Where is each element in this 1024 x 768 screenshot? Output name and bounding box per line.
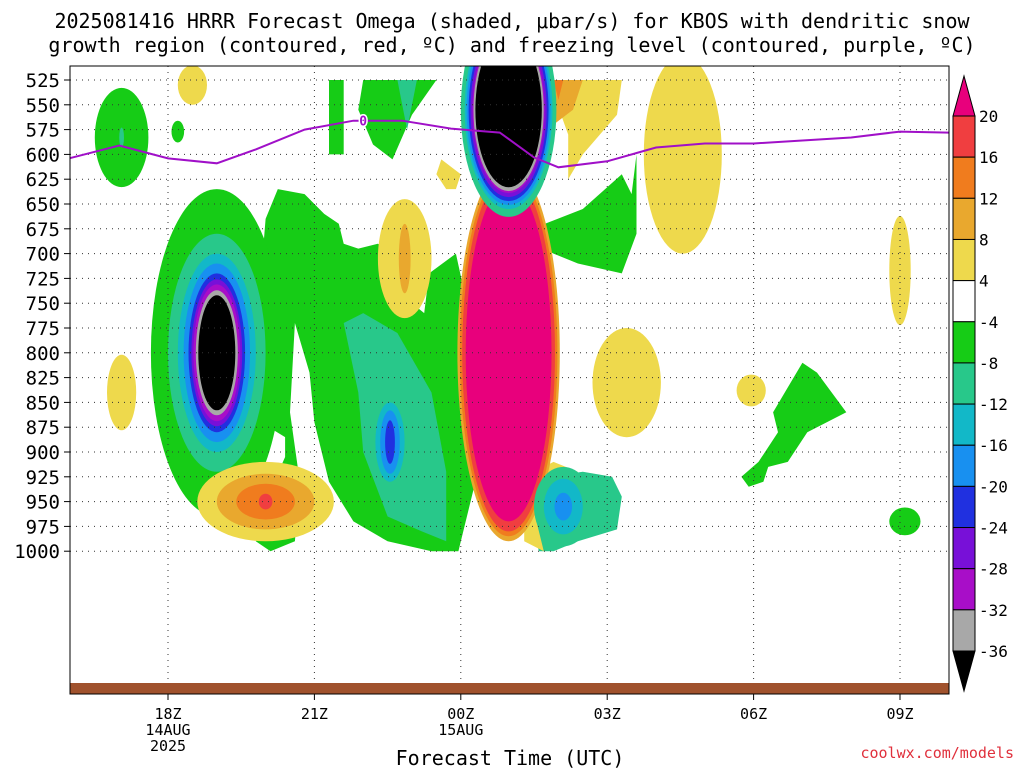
omega-contour-level [385,420,395,464]
x-axis-title: Forecast Time (UTC) [396,746,625,768]
x-tick-label: 2025 [150,737,186,755]
omega-region [436,159,461,190]
colorbar-label: -8 [979,354,998,373]
colorbar-bin [952,568,976,611]
colorbar-legend: 20 16 12 8 4 -4 -8 -12 -16 -20 -24 -28 -32 -36 [952,74,1008,693]
colorbar-bin [952,444,976,487]
y-tick-label: 600 [26,144,60,166]
plot-frame [69,65,950,695]
colorbar-label: -16 [979,436,1008,455]
colorbar-bin-bottom [952,650,976,693]
colorbar-bin [952,321,976,364]
y-tick-label: 525 [26,70,60,92]
x-tick-label: 21Z [301,705,328,723]
colorbar-label: 16 [979,148,998,167]
y-tick-label: 675 [26,219,60,241]
omega-contour-level [177,66,207,105]
chart-title-line-2: growth region (contoured, red, ºC) and f… [48,33,976,57]
watermark-link[interactable]: coolwx.com/models [860,744,1014,762]
y-tick-label: 575 [26,120,60,142]
y-tick-label: 700 [26,244,60,266]
x-tick-label: 09Z [886,705,913,723]
omega-contour-level [119,127,124,148]
y-tick-label: 900 [26,442,60,464]
colorbar-label: -4 [979,313,998,332]
omega-region [329,80,344,155]
colorbar-label: -24 [979,519,1008,538]
colorbar-label: -28 [979,560,1008,579]
freezing-level-contour: 0 [70,113,949,169]
y-tick-label: 1000 [14,541,60,563]
colorbar-label: 4 [979,272,989,291]
colorbar-bin [952,238,976,282]
freezing-level-label: 0 [359,115,367,130]
omega-contour-level [592,328,661,438]
colorbar-bin [952,362,976,405]
y-tick-label: 975 [26,516,60,538]
colorbar-label: -20 [979,477,1008,496]
y-tick-label: 750 [26,293,60,315]
x-tick-label: 00Z [447,705,474,723]
terrain-ground-strip [70,683,949,694]
colorbar-label: -12 [979,395,1008,414]
x-tick-label: 06Z [740,705,767,723]
colorbar-bin [952,197,976,240]
colorbar-bin [952,280,976,323]
y-tick-label: 850 [26,392,60,414]
omega-contour-level [554,492,573,521]
y-tick-label: 800 [26,343,60,365]
y-tick-label: 875 [26,417,60,439]
y-tick-label: 950 [26,492,60,514]
omega-region [553,80,564,100]
colorbar-bin-top [952,74,976,117]
y-tick-label: 925 [26,467,60,489]
colorbar-bin [952,609,976,652]
colorbar-label: -32 [979,601,1008,620]
x-tick-label: 15AUG [438,721,483,739]
y-tick-label: 775 [26,318,60,340]
omega-contour-level [475,66,542,188]
freezing-level-line [70,119,949,169]
y-tick-label: 625 [26,169,60,191]
omega-contour-level [398,223,411,294]
x-tick-label: 18Z [154,705,181,723]
colorbar-label: 20 [979,107,998,126]
colorbar-bin [952,403,976,446]
x-tick-label: 14AUG [145,721,190,739]
omega-contour-level [736,374,766,407]
omega-contour-level [258,493,273,510]
y-tick-label: 550 [26,95,60,117]
y-axis-pressure: 5255505756006256506757007257507758008258… [14,70,70,563]
omega-contour-level [171,120,185,143]
omega-contour-level [889,507,921,536]
omega-contour-level [643,66,722,254]
colorbar-bin [952,485,976,529]
colorbar-label: 8 [979,230,989,249]
omega-region [741,362,847,487]
y-tick-label: 825 [26,368,60,390]
omega-region [397,80,417,130]
colorbar-bin [952,156,976,199]
y-tick-label: 725 [26,268,60,290]
y-tick-label: 650 [26,194,60,216]
colorbar-label: -36 [979,642,1008,661]
colorbar-bin [952,115,976,158]
omega-contour-level [198,295,236,411]
plot-area: 0 [69,65,950,695]
colorbar-label: 12 [979,189,998,208]
omega-shading [94,66,921,552]
x-tick-label: 03Z [594,705,621,723]
grid-lines [70,66,949,694]
omega-contour-level [107,354,137,431]
colorbar-bin [952,527,976,570]
chart-title-line-1: 2025081416 HRRR Forecast Omega (shaded, … [54,9,970,33]
